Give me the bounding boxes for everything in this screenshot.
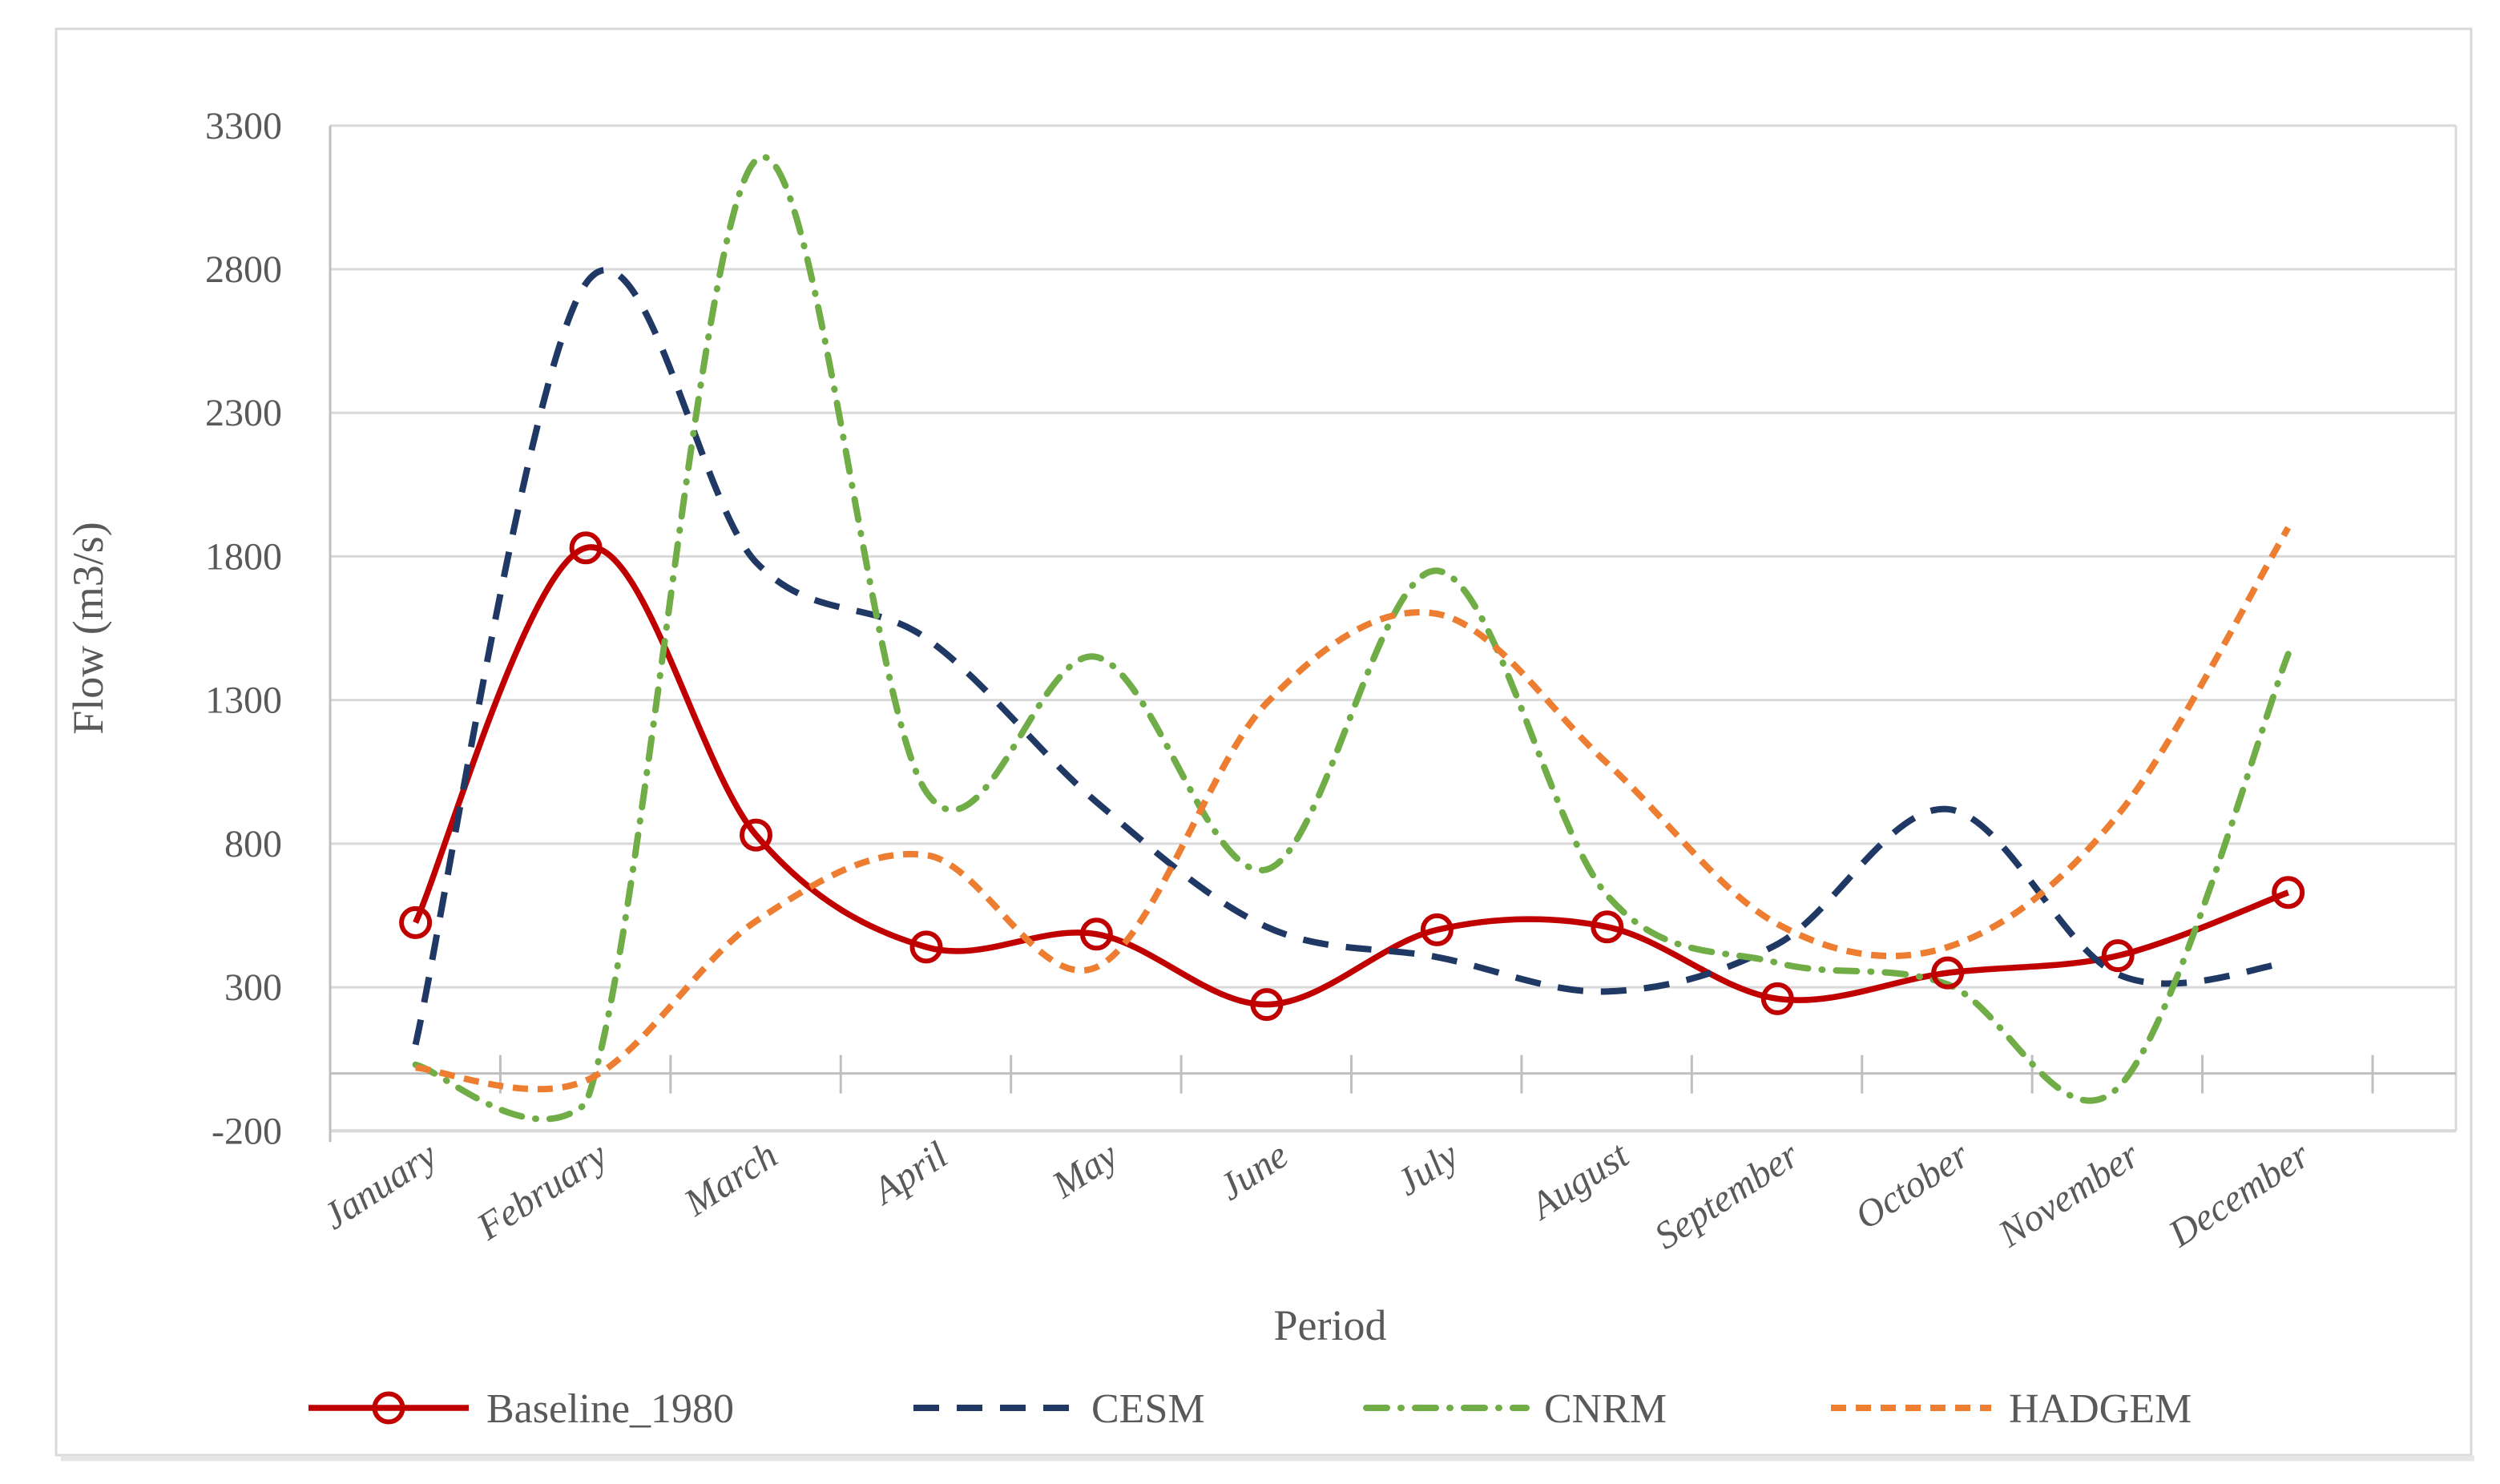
y-axis-title: Flow (m3/s) (64, 522, 112, 735)
legend-label-cesm: CESM (1091, 1386, 1205, 1432)
legend-label-hadgem: HADGEM (2009, 1386, 2192, 1432)
data-point-marker (1420, 913, 1454, 946)
y-tick-label: 800 (224, 823, 282, 865)
legend-label-baseline_1980: Baseline_1980 (486, 1386, 734, 1432)
series-line-cnrm (412, 154, 2292, 1123)
series-markers (399, 531, 2305, 1022)
y-tick-label: 2300 (205, 392, 282, 434)
legend-item-cesm: CESM (913, 1386, 1205, 1432)
data-point-marker (399, 905, 433, 939)
y-tick-label: 1800 (205, 535, 282, 578)
legend-marker-icon (372, 1391, 405, 1425)
legend-item-baseline_1980: Baseline_1980 (308, 1386, 734, 1432)
data-point-marker (2272, 876, 2305, 909)
legend-label-cnrm: CNRM (1544, 1386, 1667, 1432)
y-tick-label: 3300 (205, 105, 282, 147)
data-point-marker (1760, 982, 1794, 1015)
y-tick-label: 300 (224, 966, 282, 1009)
x-axis-title: Period (1274, 1301, 1387, 1349)
series-lines (412, 154, 2292, 1123)
series-line-cesm (412, 267, 2289, 1046)
chart-border (54, 27, 2473, 1457)
data-point-marker (909, 930, 943, 964)
y-tick-label: 1300 (205, 679, 282, 722)
data-point-marker (2101, 939, 2135, 973)
y-axis-tick-labels: 3300 2800 2300 1800 1300 800 300 -200 (205, 105, 282, 1153)
data-point-marker (740, 818, 772, 852)
legend: Baseline_1980 CESM CNRM HADGEM (308, 1386, 2192, 1432)
series-line-baseline_1980 (413, 544, 2290, 1008)
legend-item-hadgem: HADGEM (1831, 1386, 2192, 1432)
y-tick-label: 2800 (205, 248, 282, 291)
data-point-marker (1079, 917, 1113, 951)
data-point-marker (569, 531, 603, 565)
data-point-marker (1250, 988, 1284, 1022)
data-point-marker (1591, 910, 1624, 944)
legend-item-cnrm: CNRM (1363, 1386, 1667, 1432)
series-line-hadgem (415, 526, 2292, 1093)
data-point-marker (1931, 956, 1965, 990)
y-tick-label: -200 (212, 1110, 282, 1152)
